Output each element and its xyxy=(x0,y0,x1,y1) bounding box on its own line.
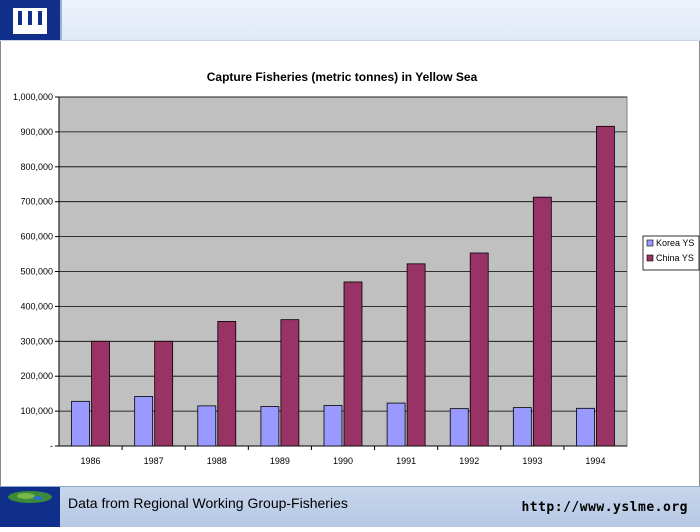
bar-korea-ys-1994 xyxy=(576,407,595,447)
legend-label: China YS xyxy=(656,253,694,263)
y-tick-label: 200,000 xyxy=(20,371,53,381)
y-tick-label: 700,000 xyxy=(20,197,53,207)
chart-title: Capture Fisheries (metric tonnes) in Yel… xyxy=(207,70,478,84)
y-tick-label: 800,000 xyxy=(20,162,53,172)
bar-korea-ys-1992 xyxy=(449,408,469,447)
footer-source-text: Data from Regional Working Group-Fisheri… xyxy=(68,495,348,511)
x-tick-label: 1994 xyxy=(585,456,605,466)
legend-swatch xyxy=(646,254,654,262)
bar-korea-ys-1989 xyxy=(260,406,280,447)
bar-korea-ys-1991 xyxy=(386,402,406,447)
footer-url-link[interactable]: http://www.yslme.org xyxy=(521,500,688,515)
yslme-logo-icon xyxy=(0,0,62,40)
x-tick-label: 1993 xyxy=(522,456,542,466)
bar-china-ys-1987 xyxy=(154,340,174,447)
legend-swatch xyxy=(646,239,654,247)
bar-china-ys-1991 xyxy=(406,263,426,447)
bar-korea-ys-1990 xyxy=(323,405,343,447)
y-tick-label: 400,000 xyxy=(20,301,53,311)
footer-bar: Data from Regional Working Group-Fisheri… xyxy=(0,486,700,527)
plot-area: - 100,000 200,000 300,000 400,000 500,000 600,… xyxy=(13,92,628,466)
bar-korea-ys-1987 xyxy=(134,396,154,447)
y-tick-label: 500,000 xyxy=(20,267,53,277)
globe-icon xyxy=(0,487,60,527)
bar-china-ys-1994 xyxy=(596,125,615,447)
x-tick-label: 1987 xyxy=(144,456,164,466)
bar-china-ys-1986 xyxy=(91,340,110,447)
x-tick-label: 1986 xyxy=(81,456,101,466)
x-tick-label: 1989 xyxy=(270,456,290,466)
y-tick-label: 900,000 xyxy=(20,127,53,137)
legend: Korea YS China YS xyxy=(642,235,700,271)
x-tick-label: 1990 xyxy=(333,456,353,466)
bar-chart: Capture Fisheries (metric tonnes) in Yel… xyxy=(3,43,700,483)
y-tick-label: 600,000 xyxy=(20,232,53,242)
y-tick-label: - xyxy=(50,441,53,451)
bar-korea-ys-1986 xyxy=(71,400,90,447)
bar-china-ys-1989 xyxy=(280,319,300,447)
bar-china-ys-1990 xyxy=(343,281,363,447)
legend-label: Korea YS xyxy=(656,238,694,248)
x-tick-label: 1991 xyxy=(396,456,416,466)
bar-china-ys-1988 xyxy=(217,321,237,447)
y-tick-label: 1,000,000 xyxy=(13,92,53,102)
x-tick-label: 1992 xyxy=(459,456,479,466)
x-tick-label: 1988 xyxy=(207,456,227,466)
legend-box xyxy=(642,235,700,271)
bar-korea-ys-1988 xyxy=(197,405,217,447)
header-bar xyxy=(0,0,700,41)
y-tick-label: 100,000 xyxy=(20,406,53,416)
bar-korea-ys-1993 xyxy=(512,407,532,447)
y-tick-label: 300,000 xyxy=(20,336,53,346)
bar-china-ys-1993 xyxy=(532,196,552,447)
bar-china-ys-1992 xyxy=(469,252,489,447)
